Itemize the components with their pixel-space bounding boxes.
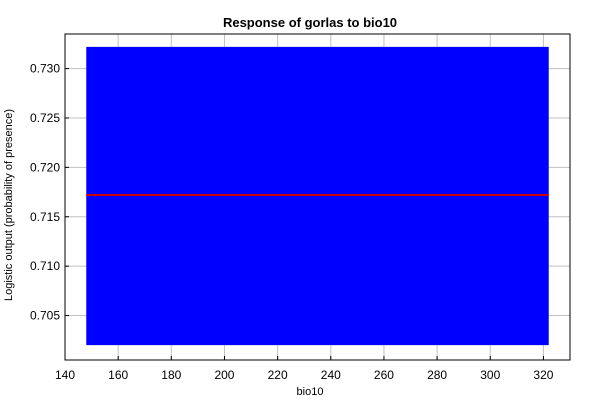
plot-series (86, 46, 549, 346)
x-tick-label: 220 (268, 368, 288, 382)
x-tick-label: 280 (427, 368, 447, 382)
y-tick-label: 0.725 (30, 111, 60, 125)
y-tick-label: 0.715 (30, 210, 60, 224)
y-axis-label: Logistic output (probability of presence… (3, 109, 15, 301)
x-tick-label: 260 (374, 368, 394, 382)
y-tick-label: 0.730 (30, 62, 60, 76)
chart-title: Response of gorlas to bio10 (223, 15, 397, 30)
x-ticks: 140 160 180 200 220 240 260 280 300 320 (55, 356, 554, 382)
plot-frame (64, 33, 571, 361)
x-tick-label: 240 (321, 368, 341, 382)
x-tick-label: 320 (533, 368, 553, 382)
y-ticks: 0.705 0.710 0.715 0.720 0.725 0.730 (30, 62, 69, 323)
x-axis-label: bio10 (297, 386, 324, 398)
y-tick-label: 0.720 (30, 160, 60, 174)
x-tick-label: 180 (161, 368, 181, 382)
x-tick-label: 140 (55, 368, 75, 382)
y-tick-label: 0.705 (30, 309, 60, 323)
x-tick-label: 200 (214, 368, 234, 382)
x-tick-label: 160 (108, 368, 128, 382)
y-tick-label: 0.710 (30, 259, 60, 273)
x-tick-label: 300 (480, 368, 500, 382)
